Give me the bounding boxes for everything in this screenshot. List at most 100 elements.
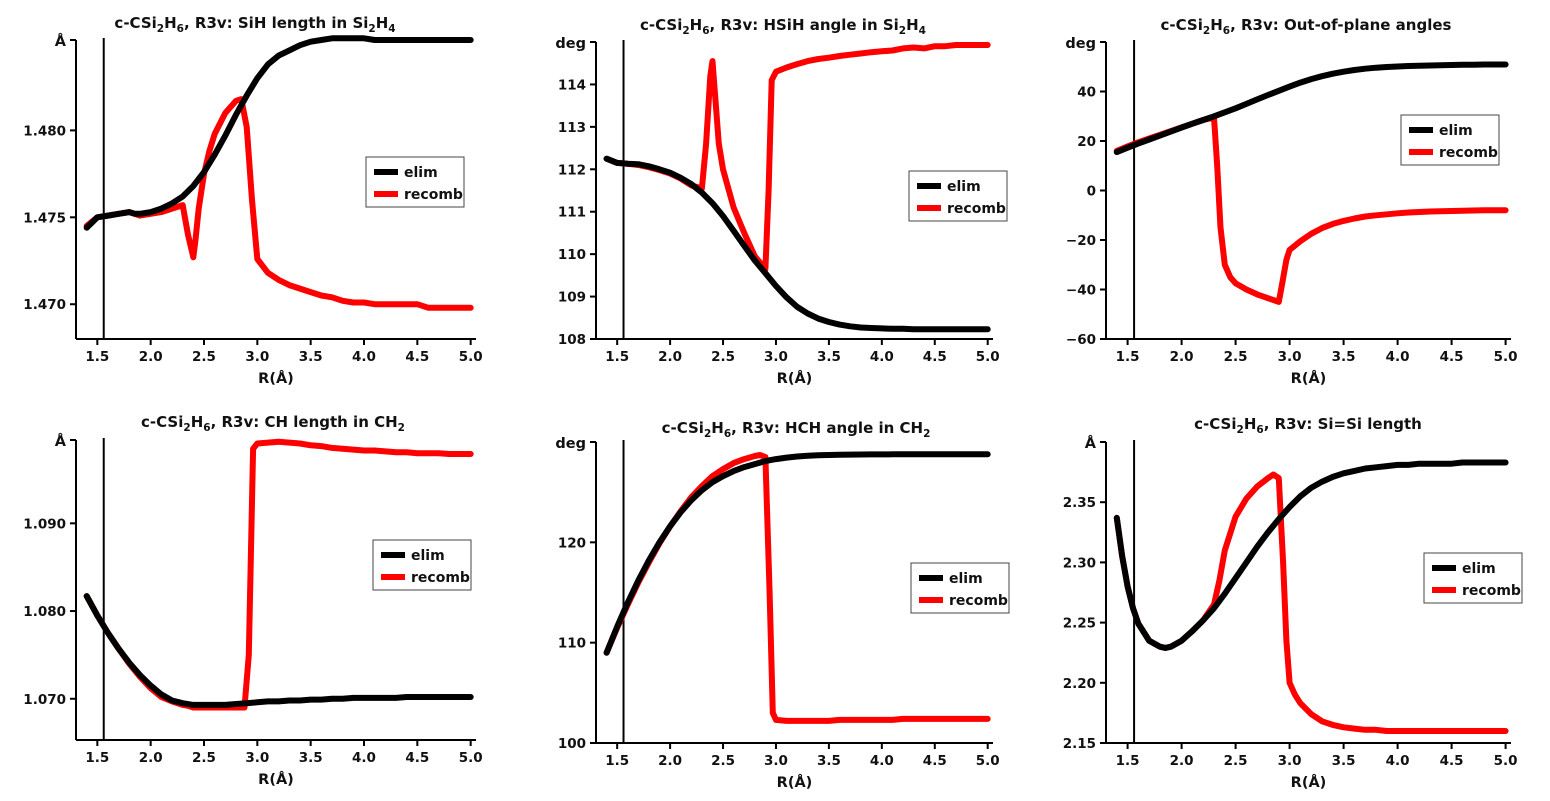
chart-panel-1: c-CSi2H6, R3v: SiH length in Si2H4 Å 1.470… [23,14,482,387]
x-tick-label: 3.0 [764,349,788,365]
legend-label-recomb: recomb [404,187,463,203]
x-tick-label: 2.5 [192,750,216,766]
x-tick-label: 2.5 [711,753,735,769]
x-tick-label: 4.0 [1386,349,1410,365]
x-tick-label: 2.5 [1224,753,1248,769]
x-tick-label: 4.0 [352,349,376,365]
x-tick-label: 1.5 [1116,349,1140,365]
x-tick-label: 2.0 [1170,349,1194,365]
x-tick-label: 4.0 [352,750,376,766]
x-tick-label: 3.0 [245,349,269,365]
y-unit-label: deg [1065,36,1096,52]
y-tick-label: 112 [558,162,586,178]
x-tick-label: 2.0 [139,349,163,365]
y-tick-label: 1.090 [23,516,66,532]
y-tick-label: 2.35 [1063,495,1096,511]
x-tick-label: 2.0 [139,750,163,766]
legend: elim recomb [1400,114,1500,166]
x-tick-label: 1.5 [85,349,109,365]
x-tick-label: 1.5 [1116,753,1140,769]
y-unit-label: deg [555,436,586,452]
chart-panel-6: c-CSi2H6, R3v: Si=Si length Å 2.15 2.20 2.25… [1063,415,1523,791]
x-tick-label: 2.0 [1170,753,1194,769]
chart-panel-5: c-CSi2H6, R3v: HCH angle in CH2 deg 100 110… [555,419,1010,791]
series-line-recomb [603,42,991,272]
chart-title: c-CSi2H6, R3v: SiH length in Si2H4 [114,14,395,35]
x-tick-label: 4.5 [923,753,947,769]
x-tick-label: 4.5 [923,349,947,365]
legend-box [908,170,1008,222]
y-tick-label: 0 [1087,184,1096,200]
y-tick-label: 109 [558,290,586,306]
x-tick-label: 3.5 [1332,753,1356,769]
legend: elim recomb [908,170,1008,222]
y-tick-label: 114 [558,77,586,93]
chart-title: c-CSi2H6, R3v: HSiH angle in Si2H4 [640,16,926,37]
legend-label-recomb: recomb [411,570,470,586]
y-tick-label: 111 [558,205,586,221]
y-tick-label: 100 [558,736,586,752]
x-tick-label: 2.5 [711,349,735,365]
y-tick-label: 1.480 [23,123,66,139]
chart-title: c-CSi2H6, R3v: Si=Si length [1194,415,1422,436]
x-axis-label: R(Å) [258,771,294,788]
chart-title: c-CSi2H6, R3v: Out-of-plane angles [1161,16,1452,37]
y-tick-label: 110 [558,636,586,652]
legend: elim recomb [1423,552,1523,604]
y-tick-label: 2.20 [1063,676,1096,692]
legend-label-recomb: recomb [949,593,1008,609]
y-unit-label: Å [55,433,67,450]
y-tick-label: 1.470 [23,297,66,313]
y-tick-label: 110 [558,247,586,263]
legend-label-elim: elim [949,571,983,587]
x-tick-label: 1.5 [605,753,629,769]
series-line-elim [83,35,474,231]
x-tick-label: 5.0 [459,750,483,766]
y-tick-label: 1.070 [23,692,66,708]
legend-label-elim: elim [1462,561,1496,577]
y-tick-label: −60 [1066,332,1096,348]
legend-box [372,539,472,591]
series-line-elim [1113,61,1509,156]
x-tick-label: 2.5 [1224,349,1248,365]
y-tick-label: −20 [1066,233,1096,249]
x-tick-label: 5.0 [976,349,1000,365]
legend-label-elim: elim [947,179,981,195]
legend-label-recomb: recomb [1462,583,1521,599]
y-tick-label: 20 [1077,134,1096,150]
y-tick-label: 120 [558,535,586,551]
x-tick-label: 4.0 [870,349,894,365]
x-axis-label: R(Å) [258,370,294,387]
x-axis-label: R(Å) [1291,370,1327,387]
legend-label-elim: elim [404,165,438,181]
chart-title: c-CSi2H6, R3v: CH length in CH2 [141,413,405,434]
x-tick-label: 2.5 [192,349,216,365]
legend-box [365,156,465,208]
y-unit-label: Å [55,33,67,50]
chart-panel-4: c-CSi2H6, R3v: CH length in CH2 Å 1.070 1.0… [23,413,482,788]
x-tick-label: 3.5 [299,349,323,365]
legend-label-recomb: recomb [1439,145,1498,161]
y-tick-label: −40 [1066,283,1096,299]
legend-label-elim: elim [1439,123,1473,139]
y-unit-label: deg [555,36,586,52]
x-tick-label: 4.0 [1386,753,1410,769]
x-tick-label: 4.5 [1440,349,1464,365]
x-tick-label: 1.5 [605,349,629,365]
legend-label-elim: elim [411,548,445,564]
x-tick-label: 4.0 [870,753,894,769]
x-tick-label: 5.0 [1494,349,1518,365]
legend: elim recomb [910,562,1010,614]
chart-panel-3: c-CSi2H6, R3v: Out-of-plane angles deg −60… [1065,16,1517,387]
series-line-elim [83,593,474,708]
x-tick-label: 4.5 [405,750,429,766]
legend-label-recomb: recomb [947,201,1006,217]
legend: elim recomb [372,539,472,591]
y-tick-label: 113 [558,120,586,136]
x-tick-label: 3.0 [1278,349,1302,365]
y-tick-label: 1.475 [23,210,66,226]
y-tick-label: 1.080 [23,604,66,620]
y-tick-label: 2.15 [1063,736,1096,752]
x-axis-label: R(Å) [1291,774,1327,791]
